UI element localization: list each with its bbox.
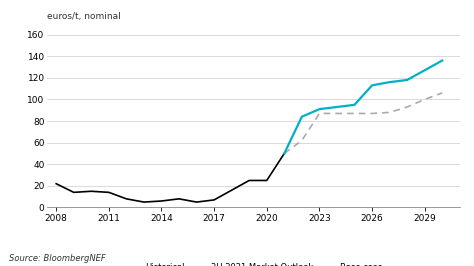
2H 2021 Market Outlook <box>369 112 375 115</box>
Line: 2H 2021 Market Outlook: 2H 2021 Market Outlook <box>284 93 442 153</box>
2H 2021 Market Outlook <box>299 139 305 142</box>
Line: Historical: Historical <box>56 153 284 202</box>
2H 2021 Market Outlook <box>422 98 428 101</box>
Historical <box>211 198 217 202</box>
Historical <box>229 189 235 192</box>
Historical <box>141 201 147 204</box>
Base case <box>282 152 287 155</box>
Base case <box>299 115 305 118</box>
Historical <box>159 200 164 203</box>
2H 2021 Market Outlook <box>352 112 357 115</box>
Legend: Historical, 2H 2021 Market Outlook, Base case: Historical, 2H 2021 Market Outlook, Base… <box>121 260 386 266</box>
2H 2021 Market Outlook <box>387 111 392 114</box>
2H 2021 Market Outlook <box>334 112 340 115</box>
2H 2021 Market Outlook <box>282 152 287 155</box>
2H 2021 Market Outlook <box>317 112 322 115</box>
Historical <box>264 179 270 182</box>
Base case <box>387 81 392 84</box>
Historical <box>71 191 77 194</box>
Historical <box>54 182 59 185</box>
Text: Source: BloombergNEF: Source: BloombergNEF <box>9 254 106 263</box>
2H 2021 Market Outlook <box>439 91 445 94</box>
Base case <box>422 69 428 72</box>
Base case <box>369 84 375 87</box>
Historical <box>176 197 182 201</box>
Historical <box>282 152 287 155</box>
Base case <box>439 59 445 62</box>
2H 2021 Market Outlook <box>404 105 410 109</box>
Base case <box>352 103 357 106</box>
Historical <box>194 201 200 204</box>
Historical <box>89 190 94 193</box>
Historical <box>246 179 252 182</box>
Historical <box>124 197 129 201</box>
Line: Base case: Base case <box>284 61 442 153</box>
Base case <box>404 78 410 82</box>
Historical <box>106 191 112 194</box>
Base case <box>334 105 340 109</box>
Base case <box>317 107 322 111</box>
Text: euros/t, nominal: euros/t, nominal <box>47 12 121 21</box>
